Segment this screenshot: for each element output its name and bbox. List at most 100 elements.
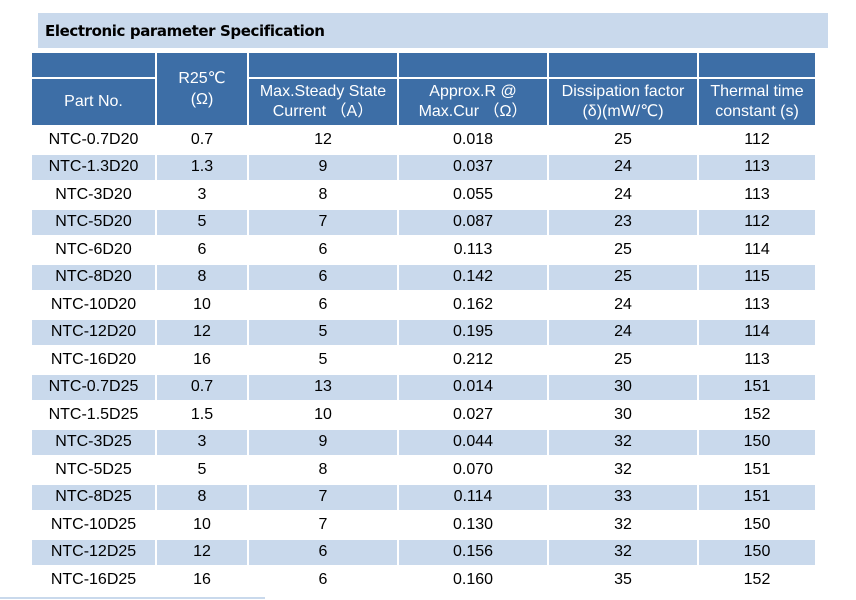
cell-max-current: 6 <box>249 264 397 290</box>
header-current: Max.Steady State Current （A） <box>249 79 397 125</box>
cell-part-no: NTC-0.7D25 <box>32 374 155 400</box>
cell-thermal: 114 <box>699 319 815 345</box>
header-top-cell <box>699 53 815 77</box>
header-current-line2: Current （A） <box>272 103 374 120</box>
cell-r25: 1.5 <box>157 402 247 428</box>
header-top-cell <box>32 53 155 77</box>
header-top-cell <box>399 53 547 77</box>
header-r25: R25℃ (Ω) <box>157 53 247 125</box>
cell-thermal: 152 <box>699 402 815 428</box>
cell-max-current: 12 <box>249 127 397 153</box>
cell-part-no: NTC-10D20 <box>32 292 155 318</box>
header-row: Part No. Max.Steady State Current （A） Ap… <box>32 79 815 125</box>
cell-r25: 3 <box>157 429 247 455</box>
cell-approx-r: 0.212 <box>399 347 547 373</box>
cell-approx-r: 0.055 <box>399 182 547 208</box>
cell-dissipation: 25 <box>549 347 697 373</box>
cell-dissipation: 32 <box>549 457 697 483</box>
cell-approx-r: 0.014 <box>399 374 547 400</box>
cell-dissipation: 25 <box>549 237 697 263</box>
header-thermal: Thermal time constant (s) <box>699 79 815 125</box>
cell-thermal: 152 <box>699 567 815 593</box>
cell-part-no: NTC-5D20 <box>32 209 155 235</box>
cell-thermal: 115 <box>699 264 815 290</box>
table-row: NTC-10D25 10 7 0.130 32 150 <box>32 512 815 538</box>
cell-max-current: 7 <box>249 512 397 538</box>
header-thermal-line2: constant (s) <box>715 103 799 120</box>
cell-max-current: 13 <box>249 374 397 400</box>
cell-r25: 6 <box>157 237 247 263</box>
cell-max-current: 9 <box>249 429 397 455</box>
cell-part-no: NTC-16D20 <box>32 347 155 373</box>
table-row: NTC-0.7D25 0.7 13 0.014 30 151 <box>32 374 815 400</box>
spec-table: R25℃ (Ω) Part No. Max.Steady State Curre… <box>30 51 817 595</box>
cell-dissipation: 30 <box>549 402 697 428</box>
cell-max-current: 10 <box>249 402 397 428</box>
cell-part-no: NTC-1.5D25 <box>32 402 155 428</box>
cell-max-current: 8 <box>249 457 397 483</box>
cell-r25: 10 <box>157 292 247 318</box>
header-r25-line2: (Ω) <box>190 91 214 108</box>
cell-part-no: NTC-3D20 <box>32 182 155 208</box>
cell-max-current: 7 <box>249 484 397 510</box>
cell-approx-r: 0.087 <box>399 209 547 235</box>
cell-part-no: NTC-3D25 <box>32 429 155 455</box>
header-current-line1: Max.Steady State <box>259 83 387 100</box>
header-top-cell <box>549 53 697 77</box>
cell-thermal: 114 <box>699 237 815 263</box>
cell-max-current: 5 <box>249 319 397 345</box>
cell-thermal: 150 <box>699 429 815 455</box>
cell-approx-r: 0.156 <box>399 539 547 565</box>
cell-r25: 12 <box>157 539 247 565</box>
table-row: NTC-5D25 5 8 0.070 32 151 <box>32 457 815 483</box>
table-row: NTC-3D20 3 8 0.055 24 113 <box>32 182 815 208</box>
header-r25-line1: R25℃ <box>178 70 226 87</box>
cell-dissipation: 25 <box>549 264 697 290</box>
cell-r25: 10 <box>157 512 247 538</box>
cell-dissipation: 32 <box>549 512 697 538</box>
cell-max-current: 6 <box>249 292 397 318</box>
cell-thermal: 113 <box>699 182 815 208</box>
cell-approx-r: 0.027 <box>399 402 547 428</box>
cell-r25: 16 <box>157 347 247 373</box>
cell-max-current: 7 <box>249 209 397 235</box>
cell-r25: 1.3 <box>157 154 247 180</box>
cell-dissipation: 25 <box>549 127 697 153</box>
header-dissipation-line1: Dissipation factor <box>561 83 685 100</box>
cell-r25: 12 <box>157 319 247 345</box>
cell-approx-r: 0.113 <box>399 237 547 263</box>
bottom-divider <box>0 597 265 599</box>
table-row: NTC-8D25 8 7 0.114 33 151 <box>32 484 815 510</box>
cell-approx-r: 0.162 <box>399 292 547 318</box>
cell-dissipation: 32 <box>549 429 697 455</box>
cell-max-current: 8 <box>249 182 397 208</box>
cell-dissipation: 33 <box>549 484 697 510</box>
cell-r25: 5 <box>157 209 247 235</box>
table-row: NTC-6D20 6 6 0.113 25 114 <box>32 237 815 263</box>
cell-r25: 5 <box>157 457 247 483</box>
cell-part-no: NTC-10D25 <box>32 512 155 538</box>
page-title: Electronic parameter Specification <box>45 22 325 40</box>
cell-dissipation: 32 <box>549 539 697 565</box>
cell-thermal: 112 <box>699 127 815 153</box>
cell-approx-r: 0.114 <box>399 484 547 510</box>
table-row: NTC-12D20 12 5 0.195 24 114 <box>32 319 815 345</box>
cell-max-current: 9 <box>249 154 397 180</box>
table-row: NTC-0.7D20 0.7 12 0.018 25 112 <box>32 127 815 153</box>
cell-approx-r: 0.130 <box>399 512 547 538</box>
cell-dissipation: 30 <box>549 374 697 400</box>
cell-approx-r: 0.142 <box>399 264 547 290</box>
table-row: NTC-10D20 10 6 0.162 24 113 <box>32 292 815 318</box>
cell-r25: 8 <box>157 484 247 510</box>
header-top-cell <box>249 53 397 77</box>
cell-thermal: 150 <box>699 512 815 538</box>
table-row: NTC-16D20 16 5 0.212 25 113 <box>32 347 815 373</box>
cell-part-no: NTC-12D25 <box>32 539 155 565</box>
cell-part-no: NTC-6D20 <box>32 237 155 263</box>
cell-thermal: 113 <box>699 154 815 180</box>
cell-part-no: NTC-16D25 <box>32 567 155 593</box>
cell-dissipation: 35 <box>549 567 697 593</box>
cell-r25: 8 <box>157 264 247 290</box>
header-thermal-line1: Thermal time <box>710 83 804 100</box>
table-row: NTC-16D25 16 6 0.160 35 152 <box>32 567 815 593</box>
